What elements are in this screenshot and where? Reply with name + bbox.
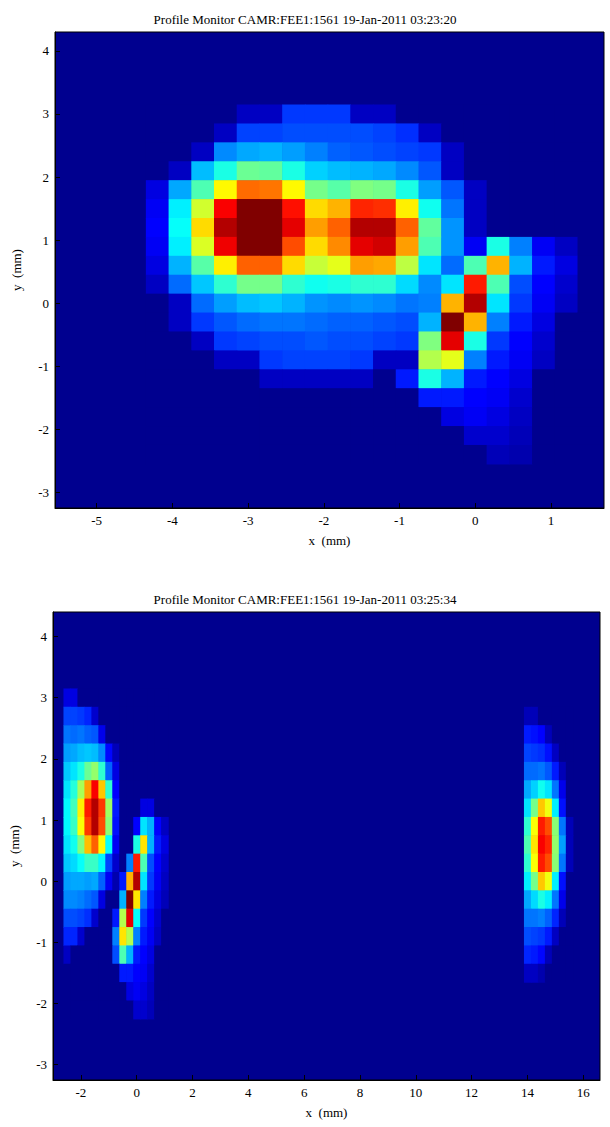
svg-text:-2: -2: [38, 422, 49, 437]
svg-text:Profile Monitor CAMR:FEE1:1561: Profile Monitor CAMR:FEE1:1561 19-Jan-20…: [154, 12, 457, 27]
svg-text:2: 2: [41, 751, 48, 766]
svg-text:-5: -5: [91, 513, 102, 528]
svg-text:10: 10: [409, 1085, 422, 1100]
svg-text:y (mm): y (mm): [9, 249, 24, 291]
svg-text:-2: -2: [36, 996, 47, 1011]
svg-text:x (mm): x (mm): [306, 1105, 348, 1120]
svg-text:3: 3: [43, 106, 50, 121]
svg-text:-4: -4: [167, 513, 178, 528]
svg-text:2: 2: [189, 1085, 196, 1100]
svg-text:0: 0: [472, 513, 479, 528]
svg-text:16: 16: [577, 1085, 591, 1100]
svg-text:4: 4: [41, 629, 48, 644]
svg-text:-3: -3: [36, 1057, 47, 1072]
svg-text:Profile Monitor CAMR:FEE1:1561: Profile Monitor CAMR:FEE1:1561 19-Jan-20…: [154, 592, 457, 607]
svg-text:-1: -1: [36, 935, 47, 950]
svg-text:4: 4: [245, 1085, 252, 1100]
svg-text:6: 6: [301, 1085, 308, 1100]
svg-text:y (mm): y (mm): [7, 825, 22, 867]
svg-text:3: 3: [41, 690, 48, 705]
svg-text:1: 1: [41, 813, 48, 828]
svg-text:0: 0: [43, 296, 50, 311]
svg-text:14: 14: [521, 1085, 535, 1100]
svg-text:0: 0: [133, 1085, 140, 1100]
svg-text:-3: -3: [38, 485, 49, 500]
svg-text:-1: -1: [38, 359, 49, 374]
svg-text:8: 8: [357, 1085, 364, 1100]
svg-text:-2: -2: [318, 513, 329, 528]
svg-text:-1: -1: [394, 513, 405, 528]
svg-text:12: 12: [465, 1085, 478, 1100]
svg-text:0: 0: [41, 874, 48, 889]
svg-text:x (mm): x (mm): [309, 533, 351, 548]
svg-text:-3: -3: [243, 513, 254, 528]
svg-text:-2: -2: [75, 1085, 86, 1100]
svg-text:1: 1: [43, 233, 50, 248]
svg-text:4: 4: [43, 43, 50, 58]
svg-text:2: 2: [43, 170, 50, 185]
svg-text:1: 1: [548, 513, 555, 528]
